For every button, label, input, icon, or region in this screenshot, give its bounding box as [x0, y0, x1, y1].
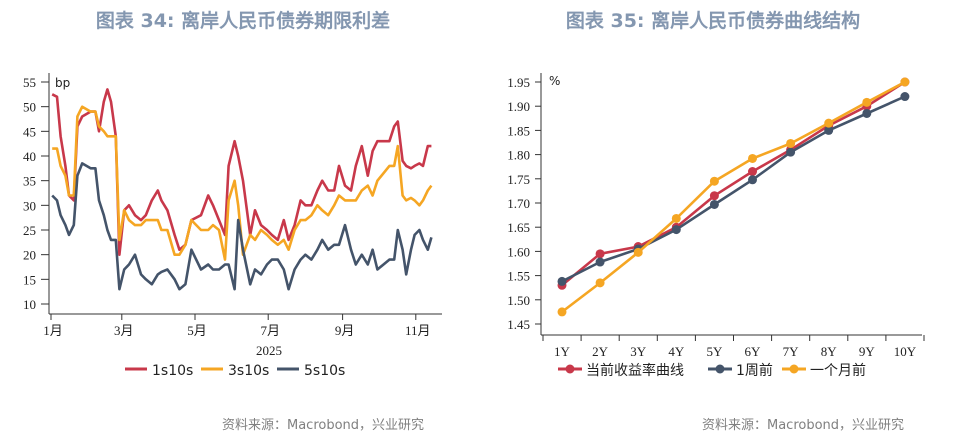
right-y-tick-label: 1.75 — [507, 172, 530, 187]
data-point-1周前-6Y — [748, 175, 757, 185]
right-y-tick-label: 1.65 — [507, 220, 530, 235]
right-y-tick-label: 1.60 — [507, 244, 530, 259]
data-point-当前收益率曲线-2Y — [595, 249, 605, 259]
left-y-tick-label: 35 — [23, 174, 36, 189]
left-y-tick-label: 50 — [23, 100, 36, 115]
series-line-一个月前 — [561, 80, 906, 313]
left-y-unit-label: bp — [55, 76, 70, 90]
left-x-tick-label: 9月 — [335, 323, 355, 338]
left-y-tick-label: 20 — [23, 248, 36, 263]
data-point-当前收益率曲线-5Y — [709, 191, 719, 201]
data-point-一个月前-2Y — [595, 278, 605, 288]
series-line-1周前 — [561, 95, 906, 283]
left-y-tick-label: 30 — [23, 198, 36, 213]
left-x-tick-label: 3月 — [114, 323, 134, 338]
right-y-tick-label: 1.80 — [507, 148, 530, 163]
right-y-tick-label: 1.70 — [507, 196, 530, 211]
legend-label-1s10s: 1s10s — [152, 363, 193, 379]
left-y-tick-label: 25 — [23, 223, 36, 238]
right-chart-title: 图表 35: 离岸人民币债券曲线结构 — [565, 10, 861, 32]
legend-label-5s10s: 5s10s — [304, 363, 345, 379]
left-y-tick-label: 15 — [23, 272, 36, 287]
right-y-tick-label: 1.55 — [507, 269, 530, 284]
data-point-一个月前-3Y — [633, 247, 643, 257]
data-point-1周前-7Y — [786, 147, 796, 157]
right-y-tick-label: 1.90 — [507, 99, 530, 114]
right-x-tick-label: 3Y — [630, 344, 647, 359]
left-y-tick-label: 45 — [23, 124, 36, 139]
left-x-tick-label: 1月 — [43, 323, 63, 338]
data-point-一个月前-4Y — [671, 213, 681, 223]
data-point-一个月前-9Y — [862, 97, 872, 107]
series-line-1s10s — [51, 88, 432, 256]
data-point-一个月前-1Y — [557, 307, 567, 317]
data-point-1周前-4Y — [671, 225, 681, 235]
left-x-tick-label: 5月 — [187, 323, 207, 338]
data-point-一个月前-10Y — [900, 77, 910, 87]
right-y-tick-label: 1.45 — [507, 317, 530, 332]
data-point-一个月前-8Y — [824, 118, 834, 128]
right-x-tick-label: 10Y — [894, 344, 917, 359]
data-point-1周前-10Y — [900, 92, 910, 102]
left-chart-title: 图表 34: 离岸人民币债券期限利差 — [95, 10, 391, 32]
right-y-unit-label: % — [549, 74, 560, 88]
left-x-axis-title: 2025 — [256, 343, 282, 358]
legend-marker-一个月前 — [789, 364, 799, 374]
right-x-tick-label: 2Y — [592, 344, 609, 359]
series-line-当前收益率曲线 — [561, 80, 906, 287]
right-x-tick-label: 7Y — [783, 344, 800, 359]
data-point-1周前-1Y — [557, 276, 567, 286]
left-y-tick-label: 40 — [23, 149, 36, 164]
left-x-tick-label: 11月 — [405, 323, 431, 338]
legend-marker-当前收益率曲线 — [565, 364, 575, 374]
data-point-一个月前-6Y — [748, 153, 757, 163]
right-source-note: 资料来源：Macrobond，兴业研究 — [702, 418, 905, 433]
data-point-1周前-9Y — [862, 108, 872, 118]
legend-label-当前收益率曲线: 当前收益率曲线 — [586, 362, 684, 379]
data-point-一个月前-5Y — [709, 176, 719, 186]
left-source-note: 资料来源：Macrobond，兴业研究 — [222, 418, 425, 433]
right-x-tick-label: 5Y — [706, 344, 723, 359]
series-line-5s10s — [51, 162, 433, 291]
legend-label-一个月前: 一个月前 — [810, 362, 866, 379]
data-point-一个月前-7Y — [786, 138, 796, 148]
right-x-tick-label: 6Y — [745, 344, 762, 359]
data-point-当前收益率曲线-6Y — [748, 167, 757, 177]
left-y-tick-label: 10 — [23, 297, 36, 312]
right-y-tick-label: 1.85 — [507, 123, 530, 138]
right-y-tick-label: 1.95 — [507, 75, 530, 90]
left-y-tick-label: 55 — [23, 75, 36, 90]
data-point-1周前-8Y — [824, 125, 834, 135]
legend-label-3s10s: 3s10s — [228, 363, 269, 379]
right-x-tick-label: 1Y — [554, 344, 571, 359]
legend-marker-1周前 — [715, 364, 725, 374]
right-y-tick-label: 1.50 — [507, 293, 530, 308]
right-x-tick-label: 9Y — [859, 344, 876, 359]
left-x-tick-label: 7月 — [260, 323, 280, 338]
data-point-1周前-5Y — [709, 199, 719, 209]
right-x-tick-label: 4Y — [668, 344, 685, 359]
data-point-1周前-2Y — [595, 257, 605, 267]
legend-label-1周前: 1周前 — [736, 362, 773, 379]
series-line-3s10s — [52, 105, 433, 261]
right-x-tick-label: 8Y — [821, 344, 838, 359]
